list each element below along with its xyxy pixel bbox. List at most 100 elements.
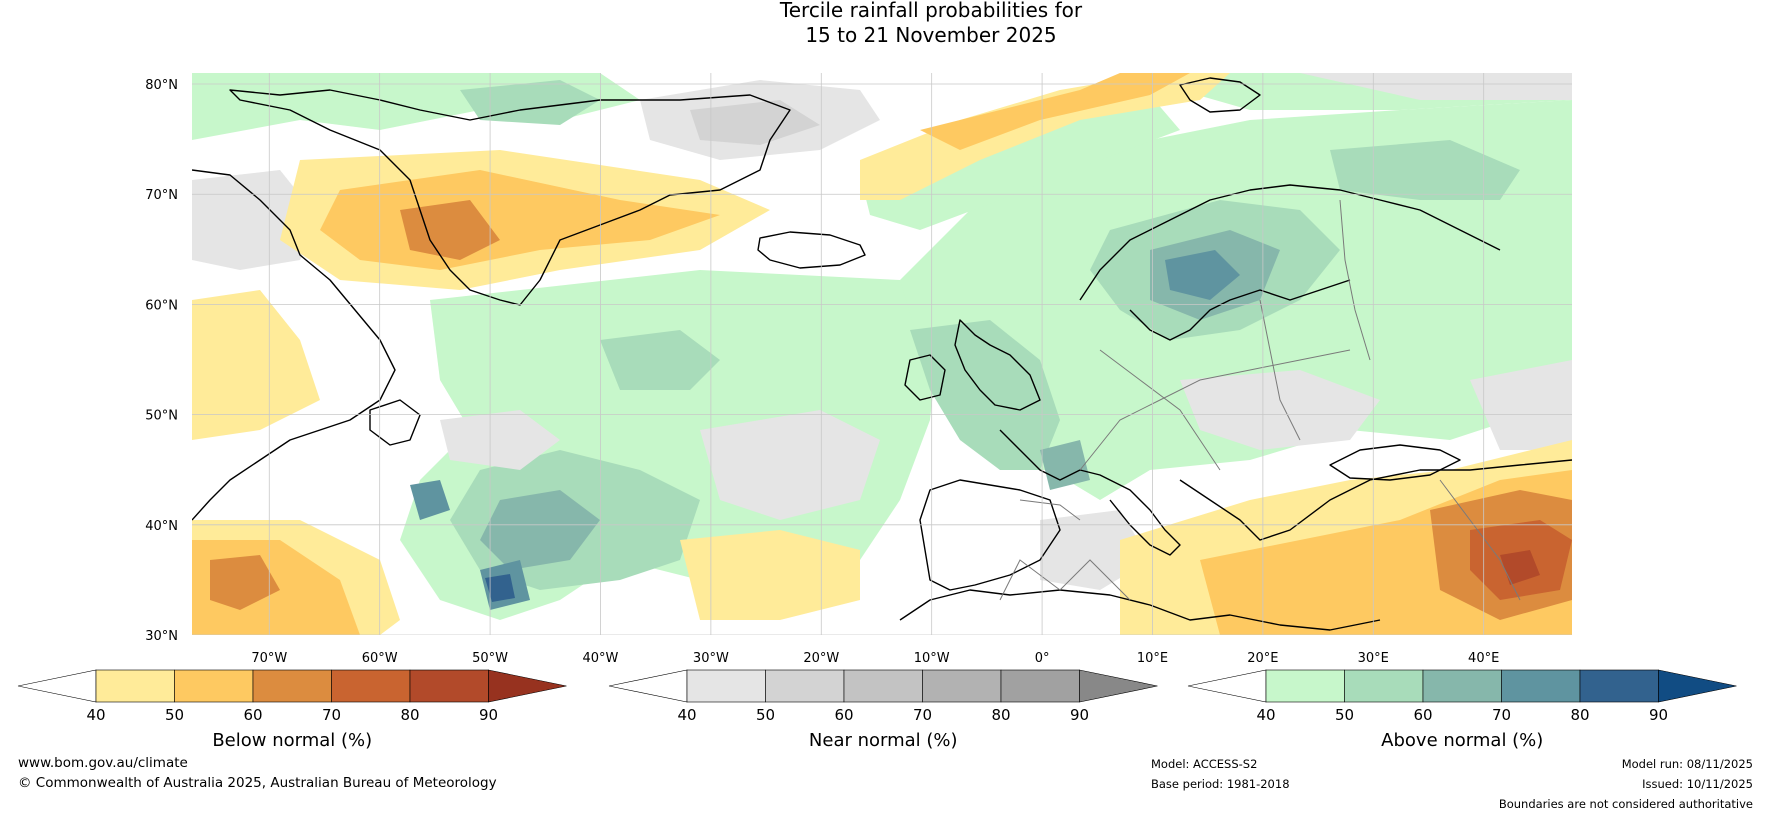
above-normal-area bbox=[460, 80, 600, 125]
colorbar-tick-label: 90 bbox=[1070, 706, 1089, 724]
colorbar-over-extension bbox=[1079, 669, 1158, 703]
colorbar-segment bbox=[1000, 669, 1080, 703]
below-normal-area bbox=[860, 73, 1230, 200]
lon-tick-label: 10°W bbox=[914, 651, 950, 666]
colorbar-label: Near normal (%) bbox=[809, 730, 958, 751]
colorbars: 40 50 60 70 80 90 Below normal (%) 40 50 60 70 80 90… bbox=[17, 669, 1737, 751]
lon-tick-label: 30°W bbox=[693, 651, 729, 666]
colorbar-tick-label: 40 bbox=[86, 706, 105, 724]
above-normal-area bbox=[1330, 140, 1520, 200]
coastline-svalbard bbox=[1179, 77, 1261, 113]
above-normal-area bbox=[600, 330, 720, 390]
colorbar-segment bbox=[686, 669, 766, 703]
colorbar-tick-label: 90 bbox=[479, 706, 498, 724]
lon-tick-label: 30°E bbox=[1358, 651, 1389, 666]
coastline-norway bbox=[1079, 184, 1501, 301]
near-normal-area bbox=[1180, 370, 1380, 450]
lon-tick-label: 10°E bbox=[1137, 651, 1168, 666]
colorbar-segment bbox=[331, 669, 411, 703]
title-line-1: Tercile rainfall probabilities for bbox=[779, 0, 1083, 22]
lat-tick-label: 30°N bbox=[145, 629, 178, 644]
lon-tick-label: 40°E bbox=[1468, 651, 1499, 666]
coastline-iberia bbox=[919, 479, 1061, 591]
lat-tick-label: 40°N bbox=[145, 519, 178, 534]
lon-tick-label: 20°E bbox=[1247, 651, 1278, 666]
colorbar-tick-label: 60 bbox=[243, 706, 262, 724]
above-normal-area bbox=[485, 574, 515, 602]
below-normal-area bbox=[210, 555, 280, 610]
colorbar-tick-label: 50 bbox=[756, 706, 775, 724]
border-line bbox=[1019, 499, 1081, 521]
coastline-iceland bbox=[757, 231, 866, 269]
colorbar-segment bbox=[252, 669, 332, 703]
colorbar-tick-label: 70 bbox=[1492, 706, 1511, 724]
model-run-text: Model run: 08/11/2025 bbox=[1621, 757, 1753, 771]
lat-tick-label: 50°N bbox=[145, 409, 178, 424]
chart-title: Tercile rainfall probabilities for 15 to… bbox=[0, 0, 1770, 48]
probability-fields bbox=[192, 73, 1572, 635]
near-normal-area bbox=[1300, 73, 1572, 100]
colorbar-tick-label: 40 bbox=[677, 706, 696, 724]
below-normal-area bbox=[1500, 550, 1540, 585]
website-link[interactable]: www.bom.gov.au/climate bbox=[18, 755, 188, 771]
near-normal-area bbox=[1470, 360, 1572, 450]
near-normal-area bbox=[700, 410, 880, 520]
colorbar-tick-label: 40 bbox=[1256, 706, 1275, 724]
lon-tick-label: 70°W bbox=[251, 651, 287, 666]
colorbar-tick-label: 80 bbox=[991, 706, 1010, 724]
colorbar-tick-label: 50 bbox=[1335, 706, 1354, 724]
above-normal-area bbox=[1165, 250, 1240, 300]
base-period-text: Base period: 1981-2018 bbox=[1151, 777, 1290, 791]
coastline-france-italy bbox=[999, 429, 1181, 556]
coastline-balkans-turkey bbox=[1179, 459, 1572, 541]
near-normal-area bbox=[690, 100, 820, 145]
border-line bbox=[1339, 199, 1371, 361]
below-normal-area bbox=[920, 73, 1190, 150]
colorbar-tick-label: 60 bbox=[834, 706, 853, 724]
below-normal-area bbox=[680, 530, 860, 620]
colorbar-over-extension bbox=[488, 669, 567, 703]
lat-tick-label: 70°N bbox=[145, 188, 178, 203]
colorbar-tick-label: 70 bbox=[913, 706, 932, 724]
graticule bbox=[192, 73, 1572, 635]
above-normal-area bbox=[1040, 440, 1090, 490]
map-panel bbox=[192, 73, 1572, 635]
coastline-greenland bbox=[229, 89, 791, 306]
disclaimer-text: Boundaries are not considered authoritat… bbox=[1498, 797, 1753, 811]
coastline-newfoundland bbox=[369, 399, 421, 446]
colorbar-segment bbox=[1422, 669, 1502, 703]
colorbar-segment bbox=[409, 669, 489, 703]
colorbar-segment bbox=[843, 669, 923, 703]
coastline-ireland bbox=[904, 354, 946, 401]
lon-tick-label: 40°W bbox=[583, 651, 619, 666]
colorbar-2: 40 50 60 70 80 90 Near normal (%) bbox=[608, 669, 1158, 751]
above-normal-area bbox=[410, 480, 450, 520]
lon-tick-label: 60°W bbox=[362, 651, 398, 666]
near-normal-area bbox=[440, 410, 560, 470]
coastline-canada bbox=[192, 169, 396, 521]
colorbar-under-extension bbox=[17, 669, 97, 703]
colorbar-segment bbox=[1579, 669, 1659, 703]
lon-tick-label: 0° bbox=[1035, 651, 1050, 666]
colorbar-label: Above normal (%) bbox=[1381, 730, 1543, 751]
colorbar-tick-label: 70 bbox=[322, 706, 341, 724]
model-text: Model: ACCESS-S2 bbox=[1151, 757, 1258, 771]
country-borders bbox=[999, 199, 1521, 601]
colorbar-1: 40 50 60 70 80 90 Below normal (%) bbox=[17, 669, 567, 751]
colorbar-label: Below normal (%) bbox=[212, 730, 372, 751]
colorbar-3: 40 50 60 70 80 90 Above normal (%) bbox=[1187, 669, 1737, 751]
border-line bbox=[999, 559, 1131, 601]
below-normal-area bbox=[192, 290, 320, 440]
longitude-labels: 70°W 60°W 50°W 40°W 30°W 20°W 10°W 0° 10°E 20°E 30… bbox=[251, 651, 1499, 666]
colorbar-over-extension bbox=[1658, 669, 1737, 703]
colorbar-tick-label: 80 bbox=[1570, 706, 1589, 724]
above-normal-area bbox=[860, 95, 1180, 230]
lat-tick-label: 60°N bbox=[145, 298, 178, 313]
colorbar-segment bbox=[1501, 669, 1581, 703]
colorbar-segment bbox=[765, 669, 845, 703]
lon-tick-label: 50°W bbox=[472, 651, 508, 666]
colorbar-tick-label: 80 bbox=[400, 706, 419, 724]
coastline-britain bbox=[954, 319, 1041, 411]
copyright-text: © Commonwealth of Australia 2025, Austra… bbox=[18, 775, 497, 791]
